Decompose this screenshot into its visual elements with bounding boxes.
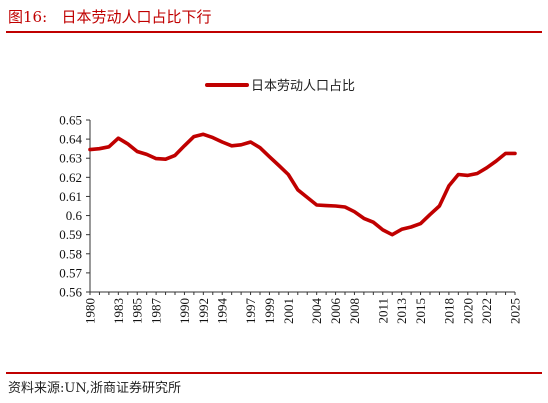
chart-axes: 0.56 0.57 0.58 0.59 0.6 0.61 0.62 0.63 0.64 0.65 1…: [59, 113, 522, 325]
footer-rule: [6, 372, 542, 374]
y-tick-label: 0.65: [59, 113, 82, 128]
x-tick-label: 1997: [243, 298, 258, 325]
header-rule: [6, 31, 542, 33]
x-tick-label: 2001: [281, 298, 296, 324]
figure-header: 图16: 日本劳动人口占比下行: [0, 0, 548, 34]
x-tick-label: 1999: [262, 298, 277, 324]
y-tick-label: 0.62: [59, 170, 82, 185]
source-note: 资料来源:UN,浙商证券研究所: [8, 381, 182, 396]
x-tick-label: 2018: [441, 298, 456, 324]
x-tick-label: 1980: [83, 298, 98, 324]
y-tick-label: 0.58: [59, 246, 82, 261]
x-tick-label: 1987: [149, 298, 164, 325]
x-tick-label: 1990: [177, 298, 192, 324]
x-tick-label: 2025: [508, 298, 523, 324]
y-tick-label: 0.57: [59, 265, 82, 280]
x-tick-label: 2022: [479, 298, 494, 324]
plot-area: [88, 132, 517, 237]
x-tick-label: 1985: [130, 298, 145, 324]
figure-title: 图16: 日本劳动人口占比下行: [8, 6, 211, 27]
y-tick-label: 0.56: [59, 285, 82, 300]
y-tick-label: 0.63: [59, 151, 82, 166]
chart-title: 日本劳动人口占比下行: [61, 8, 212, 26]
x-tick-label: 2015: [413, 298, 428, 324]
x-tick-label: 2011: [375, 298, 390, 324]
x-tick-label: 2006: [328, 298, 343, 325]
x-tick-label: 2020: [460, 298, 475, 324]
y-tick-label: 0.6: [66, 208, 83, 223]
y-tick-label: 0.64: [59, 132, 82, 147]
chart-legend: 日本劳动人口占比: [205, 78, 355, 94]
y-tick-label: 0.61: [59, 189, 82, 204]
x-tick-label: 1992: [196, 298, 211, 324]
x-tick-label: 2004: [309, 298, 324, 325]
x-tick-label: 2013: [394, 298, 409, 324]
x-tick-label: 2008: [347, 298, 362, 324]
x-tick-label: 1994: [215, 298, 230, 325]
figure-label: 图16:: [8, 8, 48, 26]
series-line: [88, 132, 517, 237]
x-tick-label: 1983: [111, 298, 126, 324]
y-tick-label: 0.59: [59, 227, 82, 242]
legend-label: 日本劳动人口占比: [251, 78, 355, 94]
